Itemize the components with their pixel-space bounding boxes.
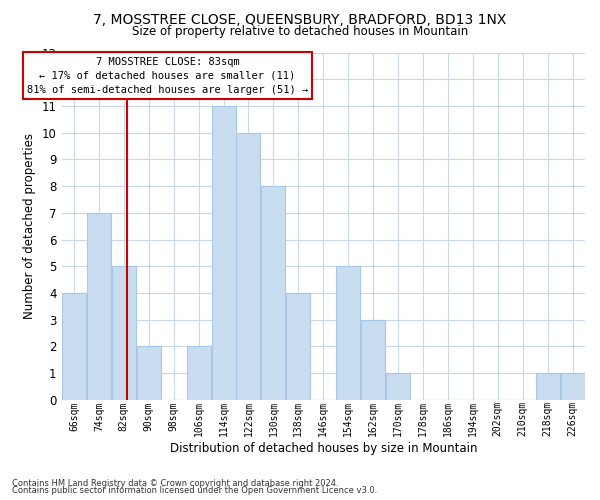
X-axis label: Distribution of detached houses by size in Mountain: Distribution of detached houses by size … bbox=[170, 442, 477, 455]
Bar bbox=[187, 346, 211, 400]
Bar bbox=[137, 346, 161, 400]
Bar bbox=[112, 266, 136, 400]
Bar bbox=[212, 106, 236, 400]
Bar bbox=[560, 373, 584, 400]
Text: Contains HM Land Registry data © Crown copyright and database right 2024.: Contains HM Land Registry data © Crown c… bbox=[12, 478, 338, 488]
Bar bbox=[361, 320, 385, 400]
Bar bbox=[87, 213, 111, 400]
Text: 7 MOSSTREE CLOSE: 83sqm
← 17% of detached houses are smaller (11)
81% of semi-de: 7 MOSSTREE CLOSE: 83sqm ← 17% of detache… bbox=[27, 56, 308, 94]
Bar bbox=[336, 266, 360, 400]
Text: 7, MOSSTREE CLOSE, QUEENSBURY, BRADFORD, BD13 1NX: 7, MOSSTREE CLOSE, QUEENSBURY, BRADFORD,… bbox=[94, 12, 506, 26]
Text: Contains public sector information licensed under the Open Government Licence v3: Contains public sector information licen… bbox=[12, 486, 377, 495]
Bar bbox=[262, 186, 286, 400]
Bar bbox=[236, 132, 260, 400]
Text: Size of property relative to detached houses in Mountain: Size of property relative to detached ho… bbox=[132, 25, 468, 38]
Bar bbox=[536, 373, 560, 400]
Bar bbox=[286, 293, 310, 400]
Bar bbox=[62, 293, 86, 400]
Bar bbox=[386, 373, 410, 400]
Y-axis label: Number of detached properties: Number of detached properties bbox=[23, 133, 36, 319]
